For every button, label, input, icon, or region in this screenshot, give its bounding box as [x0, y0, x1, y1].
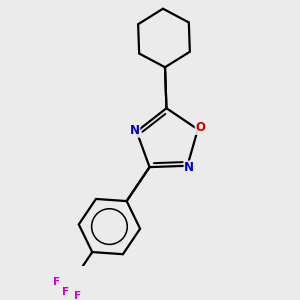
Text: F: F [74, 291, 82, 300]
Text: F: F [62, 287, 69, 297]
Text: N: N [130, 124, 140, 137]
Text: O: O [195, 122, 205, 134]
Text: N: N [184, 161, 194, 174]
Text: F: F [53, 277, 61, 287]
